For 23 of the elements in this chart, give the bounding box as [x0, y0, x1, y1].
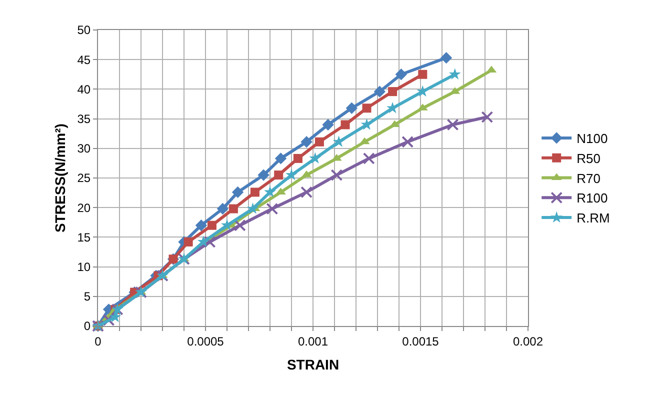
legend-label: R.RM: [576, 210, 610, 226]
x-axis-title: STRAIN: [286, 356, 340, 373]
legend-label: R100: [576, 190, 608, 206]
y-tick-label: 10: [77, 260, 91, 274]
y-tick-label: 30: [77, 142, 91, 156]
x-tick-label: 0.0015: [402, 334, 440, 348]
x-tick-label: 0.002: [512, 334, 544, 348]
legend-label: R70: [576, 170, 600, 186]
y-tick-label: 20: [77, 200, 91, 215]
y-tick-label: 0: [84, 319, 91, 334]
y-tick-label: 25: [77, 171, 91, 186]
x-tick-label: 0.0005: [187, 334, 224, 348]
legend-label: N100: [576, 131, 608, 146]
y-tick-label: 35: [77, 112, 91, 126]
x-tick-label: 0.001: [298, 334, 328, 348]
y-tick-label: 40: [77, 82, 91, 96]
y-tick-label: 45: [77, 52, 91, 67]
y-axis-title: STRESS(N/mm²): [52, 124, 68, 232]
legend-label: R50: [576, 150, 600, 166]
y-tick-label: 15: [77, 230, 91, 244]
y-tick-label: 5: [84, 290, 91, 304]
y-tick-label: 50: [77, 23, 91, 38]
x-tick-label: 0: [94, 334, 102, 348]
